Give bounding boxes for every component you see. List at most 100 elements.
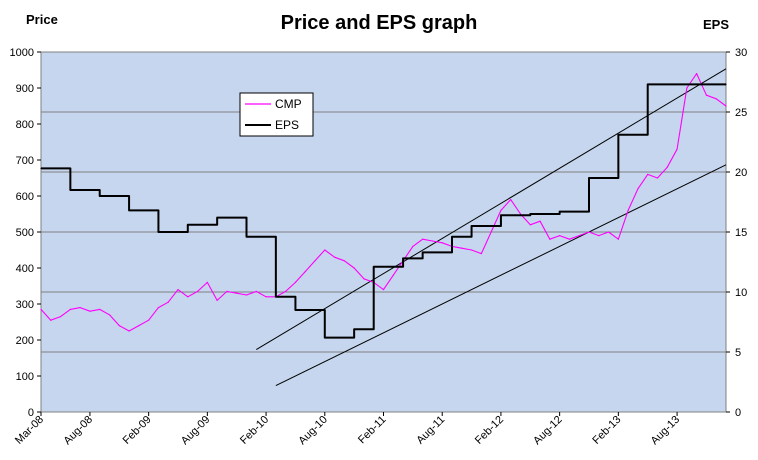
- y2-tick-label: 0: [735, 407, 741, 419]
- data-point-eps: [402, 257, 404, 259]
- y-tick-label: 700: [16, 155, 34, 167]
- data-point-cmp: [441, 242, 443, 244]
- data-point-cmp: [187, 296, 189, 298]
- y-tick-label: 100: [16, 371, 34, 383]
- data-point-cmp: [392, 274, 394, 276]
- data-point-cmp: [255, 290, 257, 292]
- data-point-cmp: [69, 308, 71, 310]
- data-point-cmp: [245, 294, 248, 296]
- y2-tick-label: 15: [735, 227, 747, 239]
- data-point-cmp: [705, 94, 708, 96]
- y2-tick-label: 10: [735, 287, 747, 299]
- y-tick-label: 1000: [10, 47, 34, 59]
- data-point-cmp: [138, 325, 140, 327]
- x-tick-label: Feb-11: [356, 414, 389, 447]
- gridlines: [41, 111, 726, 353]
- data-point-eps: [353, 328, 355, 330]
- y-tick-label: 900: [16, 83, 34, 95]
- data-point-cmp: [627, 209, 629, 211]
- data-point-cmp: [676, 148, 678, 150]
- data-point-cmp: [157, 307, 160, 309]
- data-point-eps: [696, 83, 698, 85]
- data-point-eps: [324, 337, 326, 339]
- data-point-eps: [617, 134, 619, 136]
- data-point-cmp: [294, 281, 297, 283]
- data-point-cmp: [490, 231, 492, 233]
- data-point-cmp: [333, 256, 336, 258]
- x-tick-label: Aug-13: [649, 414, 683, 448]
- data-point-eps: [99, 195, 101, 197]
- data-point-cmp: [196, 290, 199, 292]
- data-point-cmp: [285, 290, 287, 292]
- data-point-cmp: [510, 199, 512, 201]
- y2-axis-title: EPS: [703, 17, 729, 32]
- data-point-eps: [647, 83, 649, 85]
- data-point-eps: [422, 251, 424, 253]
- data-point-cmp: [431, 240, 434, 242]
- data-point-cmp: [617, 238, 619, 240]
- data-point-cmp: [696, 73, 698, 75]
- data-point-eps: [500, 214, 502, 216]
- data-point-eps: [245, 236, 248, 238]
- data-point-eps: [725, 83, 727, 85]
- data-point-cmp: [480, 253, 482, 255]
- data-point-cmp: [59, 316, 62, 318]
- y-tick-label: 400: [16, 263, 34, 275]
- series: [40, 73, 727, 339]
- x-tick-label: Aug-09: [179, 414, 213, 448]
- data-point-cmp: [314, 260, 316, 262]
- y-tick-label: 500: [16, 227, 34, 239]
- y-axis-title: Price: [26, 12, 58, 27]
- data-point-eps: [529, 213, 531, 215]
- data-point-eps: [588, 177, 590, 179]
- data-point-cmp: [559, 235, 561, 237]
- data-point-cmp: [177, 289, 179, 291]
- data-point-cmp: [637, 188, 639, 190]
- x-tick-label: Feb-12: [473, 414, 506, 447]
- data-point-eps: [40, 167, 42, 169]
- eps-trendline: [275, 164, 727, 387]
- data-point-cmp: [382, 289, 385, 291]
- data-point-cmp: [40, 308, 42, 310]
- data-point-eps: [294, 309, 297, 311]
- data-point-eps: [676, 83, 678, 85]
- data-point-eps: [128, 209, 130, 211]
- data-point-cmp: [529, 224, 531, 226]
- data-point-eps: [559, 211, 561, 213]
- data-point-cmp: [265, 296, 267, 298]
- data-point-eps: [69, 189, 71, 191]
- x-tick-label: Feb-10: [238, 414, 271, 447]
- y2-axis-ticks: 0 5 10 15 20 25 30: [726, 47, 747, 419]
- data-point-cmp: [647, 173, 649, 175]
- legend: CMP EPS: [239, 92, 314, 137]
- data-point-cmp: [461, 247, 463, 249]
- data-point-cmp: [167, 301, 169, 303]
- data-point-cmp: [148, 319, 150, 321]
- legend-cmp-label: CMP: [275, 97, 302, 111]
- x-tick-label: Aug-12: [531, 414, 565, 448]
- data-point-cmp: [588, 231, 590, 233]
- data-point-cmp: [89, 310, 91, 312]
- data-point-cmp: [324, 249, 326, 251]
- data-point-cmp: [422, 238, 424, 240]
- y2-tick-label: 5: [735, 347, 741, 359]
- data-point-eps: [470, 225, 473, 227]
- x-tick-label: Feb-09: [121, 414, 154, 447]
- data-point-cmp: [715, 98, 717, 100]
- y-tick-label: 300: [16, 299, 34, 311]
- data-point-cmp: [412, 245, 414, 247]
- data-point-cmp: [656, 177, 659, 179]
- legend-eps-label: EPS: [275, 118, 299, 132]
- y-tick-label: 600: [16, 191, 34, 203]
- data-point-cmp: [353, 267, 355, 269]
- data-point-cmp: [118, 325, 120, 327]
- x-tick-label: Aug-08: [61, 414, 95, 448]
- data-point-cmp: [50, 319, 52, 321]
- data-point-cmp: [568, 238, 571, 240]
- y2-tick-label: 25: [735, 107, 747, 119]
- data-point-eps: [275, 296, 277, 298]
- data-point-cmp: [206, 281, 208, 283]
- data-point-cmp: [99, 308, 101, 310]
- x-tick-label: Aug-10: [296, 414, 330, 448]
